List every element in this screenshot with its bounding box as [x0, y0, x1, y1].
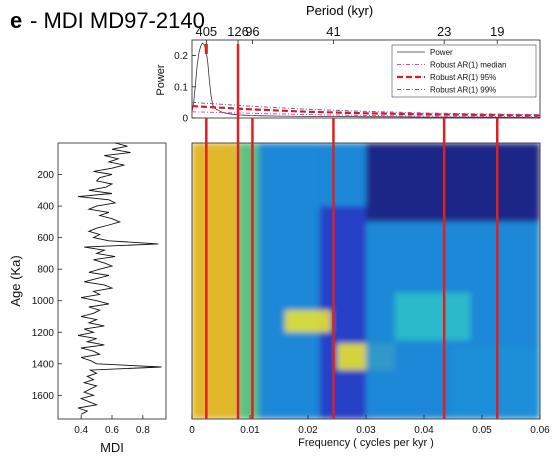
- legend-entry: Robust AR(1) median: [430, 61, 506, 70]
- period-tick-label: 19: [490, 24, 504, 39]
- age-y-tick-label: 200: [37, 170, 54, 181]
- period-tick-label: 405: [195, 24, 217, 39]
- age-y-tick-label: 400: [37, 202, 54, 213]
- age-y-tick-label: 1600: [32, 391, 55, 402]
- heatmap-cell: [284, 310, 332, 333]
- legend-entry: Power: [430, 48, 453, 57]
- heatmap-cell: [366, 143, 540, 222]
- age-y-tick-label: 600: [37, 233, 54, 244]
- frequency-tick-label: 0.05: [472, 425, 492, 436]
- heatmap-cells: [192, 143, 540, 419]
- age-y-tick-label: 1200: [32, 328, 55, 339]
- mdi-plot-frame: [57, 142, 167, 420]
- power-series-line: [192, 101, 540, 116]
- heatmap-cell: [192, 143, 239, 419]
- frequency-tick-label: 0.04: [414, 425, 434, 436]
- age-y-tick-label: 1000: [32, 296, 55, 307]
- period-tick-label: 41: [326, 24, 340, 39]
- frequency-tick-label: 0.03: [356, 425, 376, 436]
- frequency-tick-label: 0.01: [240, 425, 260, 436]
- power-series-line: [192, 42, 540, 118]
- age-y-tick-label: 1400: [32, 359, 55, 370]
- heatmap-cell: [238, 143, 259, 419]
- power-y-tick-label: 0.2: [174, 51, 188, 62]
- cycle-marker-lines: [204, 44, 499, 419]
- panel-letter: e: [10, 8, 22, 33]
- heatmap-cell: [395, 292, 471, 341]
- mdi-x-axis-label: MDI: [100, 440, 124, 455]
- figure-title: - MDI MD97-2140: [30, 8, 205, 33]
- period-tick-label: 126: [227, 24, 249, 39]
- age-y-tick-label: 800: [37, 265, 54, 276]
- legend-box: [391, 44, 537, 98]
- frequency-tick-label: 0.02: [298, 425, 318, 436]
- period-tick-label: 96: [245, 24, 259, 39]
- frequency-axis-label: Frequency ( cycles per kyr ): [298, 437, 434, 449]
- mdi-x-tick-label: 0.6: [105, 425, 119, 436]
- power-y-axis-label: Power: [155, 64, 167, 96]
- mdi-series-line: [77, 142, 162, 415]
- period-tick-label: 23: [437, 24, 451, 39]
- evolutive-spectrum-panel: 0 0.01 0.02 0.03 0.04 0.05 0.06 Frequency ( cy…: [189, 142, 550, 449]
- power-series-line: [192, 105, 540, 117]
- power-series-line: [192, 111, 540, 118]
- mdi-series-group: [77, 142, 162, 415]
- legend-entry: Robust AR(1) 95%: [430, 73, 496, 82]
- mdi-y-ticks: 200 400 600 800 1000 1200 1400 1600: [32, 170, 62, 402]
- heatmap-cell: [319, 143, 366, 207]
- mdi-record-panel: 0.4 0.6 0.8 200 400 600 800 1000 1200 1400 1600 M…: [8, 142, 167, 455]
- top-axis-label: Period (kyr): [306, 3, 373, 18]
- mdi-x-ticks: 0.4 0.6 0.8: [74, 415, 150, 436]
- frequency-tick-label: 0.06: [530, 425, 550, 436]
- frequency-tick-label: 0: [189, 425, 195, 436]
- power-y-tick-label: 0: [182, 114, 188, 125]
- age-y-axis-label: Age (Ka): [8, 255, 23, 306]
- legend-entry: Robust AR(1) 99%: [430, 86, 496, 95]
- frequency-ticks: 0 0.01 0.02 0.03 0.04 0.05 0.06: [189, 415, 550, 436]
- power-legend: Power Robust AR(1) median Robust AR(1) 95%…: [391, 44, 537, 98]
- power-series-group: [192, 42, 540, 118]
- mdi-x-tick-label: 0.4: [74, 425, 88, 436]
- mdi-x-tick-label: 0.8: [136, 425, 150, 436]
- power-y-tick-label: 0.1: [174, 82, 188, 93]
- heatmap-cell: [258, 143, 320, 419]
